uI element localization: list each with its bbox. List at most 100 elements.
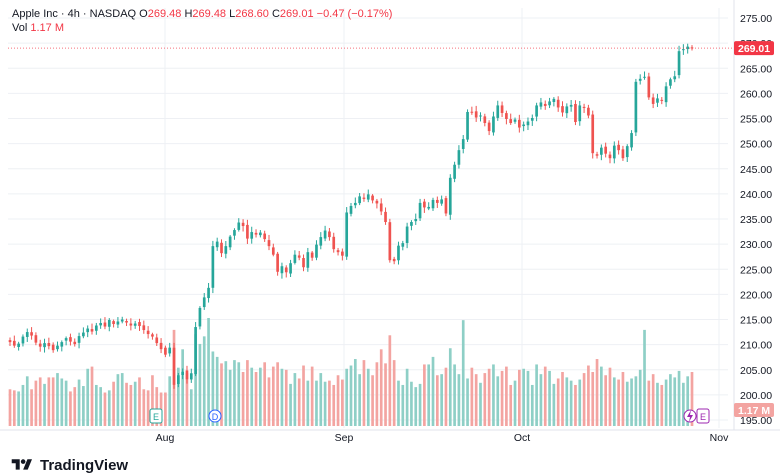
volume-bar: [189, 389, 193, 426]
candle-body: [423, 201, 426, 208]
volume-bar: [444, 367, 448, 426]
candle-body: [82, 332, 85, 337]
volume-bar: [30, 389, 33, 426]
candle-body: [151, 334, 154, 337]
candle-body: [643, 76, 646, 78]
candle-body: [677, 51, 681, 76]
low-value: 268.60: [235, 8, 269, 20]
volume-bar: [267, 377, 271, 426]
candle-body: [8, 340, 12, 343]
candle-body: [341, 251, 344, 256]
volume-bar: [64, 380, 68, 426]
candle-body: [621, 149, 625, 159]
candle-body: [669, 79, 672, 86]
volume-bar: [608, 367, 612, 426]
volume-bar: [414, 387, 418, 426]
volume-bar: [241, 372, 245, 426]
volume-bar: [500, 370, 504, 426]
volume-bar: [254, 372, 258, 426]
volume-bar: [107, 390, 111, 426]
volume-bar: [263, 362, 267, 426]
y-tick-label: 265.00: [740, 63, 772, 75]
volume-bar: [423, 364, 426, 426]
volume-bar: [479, 382, 482, 426]
lightning-icon[interactable]: [683, 409, 697, 423]
candle-body: [539, 102, 543, 107]
volume-bar: [328, 380, 331, 426]
event-marker-shape: [149, 408, 163, 424]
candle-body: [673, 76, 677, 80]
volume-bar: [548, 370, 551, 426]
volume-bar: [634, 376, 638, 426]
last-price-badge: [734, 41, 774, 56]
volume-bar: [587, 365, 590, 426]
candle-body: [177, 375, 180, 385]
volume-bar: [164, 392, 167, 426]
high-label: H: [184, 8, 193, 20]
volume-bar: [142, 389, 146, 426]
candle-body: [435, 199, 439, 203]
volume-bar: [43, 383, 46, 426]
volume-bar: [315, 380, 318, 426]
volume-bar: [69, 391, 72, 426]
candle-body: [552, 98, 556, 102]
candle-body: [142, 325, 146, 331]
candle-body: [159, 342, 163, 350]
candle-body: [362, 197, 366, 199]
volume-bar: [116, 374, 120, 426]
volume-bar: [612, 377, 616, 426]
candle-body: [120, 319, 124, 322]
y-tick-label: 225.00: [740, 264, 772, 276]
volume-bar: [448, 348, 452, 426]
tradingview-logo[interactable]: TradingView: [8, 456, 128, 474]
volume-bar: [302, 365, 305, 426]
candle-body: [77, 336, 81, 343]
event-marker-e[interactable]: E: [696, 408, 710, 424]
x-tick-label: Oct: [514, 432, 530, 444]
y-tick-label: 215.00: [740, 315, 772, 327]
candle-body: [202, 297, 206, 308]
symbol-line[interactable]: Apple Inc · 4h · NASDAQ: [12, 8, 137, 20]
volume-bar: [341, 379, 344, 426]
y-tick-label: 230.00: [740, 239, 772, 251]
candle-body: [263, 233, 267, 240]
volume-bar: [224, 361, 228, 426]
candle-body: [418, 202, 422, 219]
volume-value: 1.17 M: [30, 22, 64, 34]
candle-body: [185, 370, 189, 380]
candle-body: [479, 115, 482, 117]
candle-body: [366, 194, 370, 200]
candle-body: [578, 105, 582, 122]
event-marker-e[interactable]: E: [149, 408, 163, 424]
candle-body: [625, 146, 629, 158]
candle-body: [483, 116, 487, 124]
volume-bar: [582, 373, 586, 426]
volume-bar: [185, 373, 189, 426]
volume-bar: [638, 369, 642, 426]
candle-body: [379, 203, 383, 212]
candle-body: [682, 49, 685, 51]
volume-bar: [410, 381, 413, 426]
volume-bar: [578, 379, 582, 426]
volume-bar: [207, 318, 210, 426]
candle-body: [487, 122, 491, 132]
open-value: 269.48: [147, 8, 182, 20]
close-value: 269.01: [279, 8, 314, 20]
candle-body: [276, 253, 279, 272]
event-marker-d[interactable]: D: [208, 409, 222, 423]
volume-bar: [129, 384, 133, 426]
candle-body: [220, 242, 223, 254]
candle-body: [500, 105, 504, 113]
chart-axes: 195.00 200.00 205.00 210.00 215.00 220.00 225.…: [0, 0, 780, 444]
candle-body: [371, 195, 374, 201]
volume-bar: [690, 372, 694, 426]
volume-bar: [237, 362, 241, 426]
candle-body: [345, 212, 349, 257]
candle-body: [535, 105, 538, 117]
candle-body: [215, 241, 219, 248]
candle-body: [595, 154, 599, 156]
open-label: O: [139, 8, 148, 20]
y-tick-label: 235.00: [740, 214, 772, 226]
